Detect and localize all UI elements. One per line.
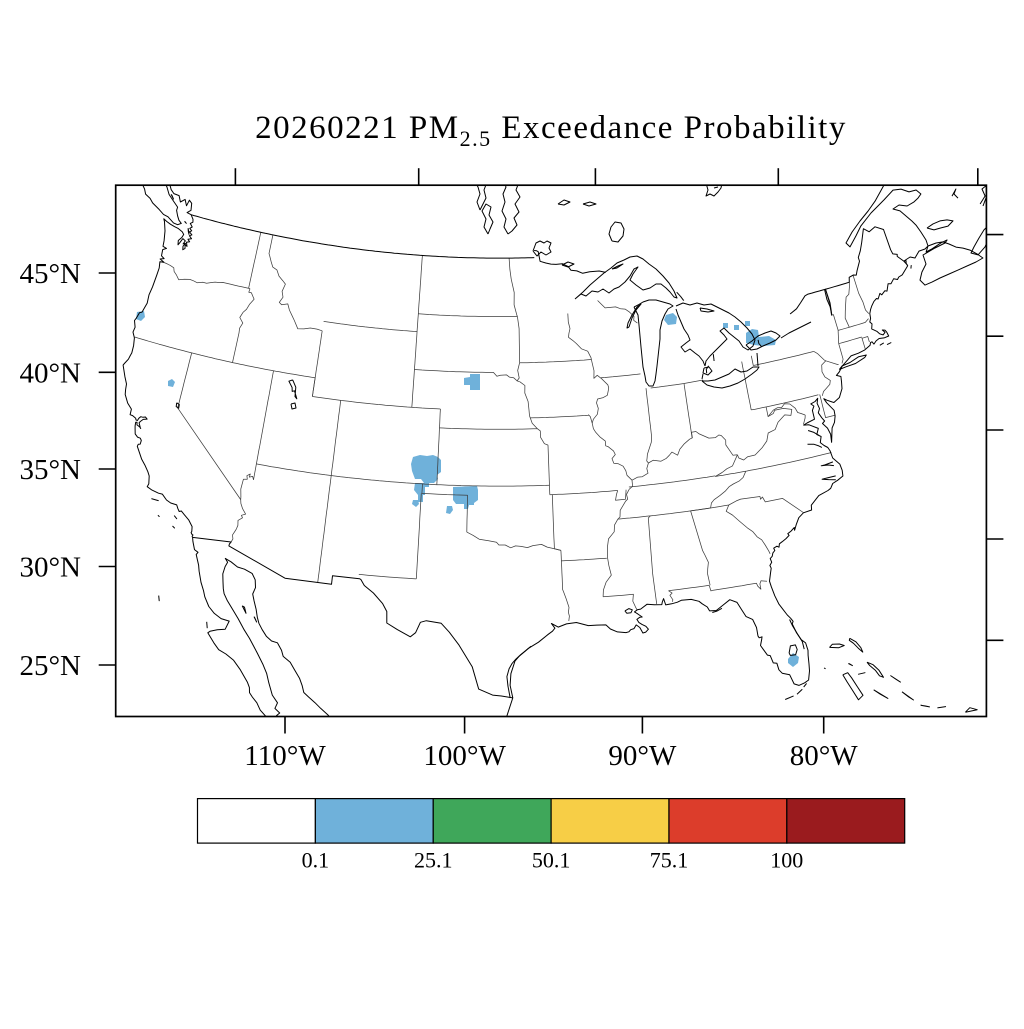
svg-text:100: 100 <box>770 848 803 873</box>
svg-text:75.1: 75.1 <box>650 848 689 873</box>
svg-text:100°W: 100°W <box>423 740 506 772</box>
svg-text:25°N: 25°N <box>19 650 81 682</box>
svg-text:45°N: 45°N <box>19 258 81 290</box>
svg-text:35°N: 35°N <box>19 454 81 486</box>
svg-text:25.1: 25.1 <box>414 848 453 873</box>
svg-text:80°W: 80°W <box>790 740 859 772</box>
svg-text:40°N: 40°N <box>19 357 81 389</box>
svg-text:50.1: 50.1 <box>532 848 571 873</box>
svg-text:20260221 PM2.5 Exceedance Prob: 20260221 PM2.5 Exceedance Probability <box>255 110 847 151</box>
svg-text:0.1: 0.1 <box>302 848 330 873</box>
svg-text:30°N: 30°N <box>19 552 81 584</box>
svg-text:90°W: 90°W <box>608 740 677 772</box>
svg-text:110°W: 110°W <box>244 740 326 772</box>
